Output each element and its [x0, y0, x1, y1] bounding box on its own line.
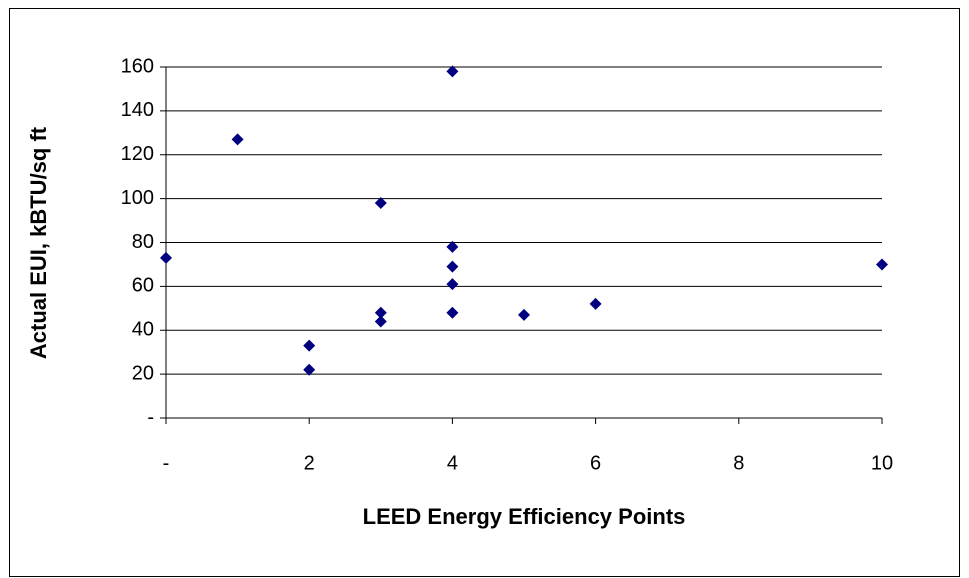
- point: [374, 197, 387, 210]
- x-tick-label: -: [163, 452, 170, 474]
- point: [374, 315, 387, 328]
- y-tick-label: 140: [121, 99, 154, 121]
- y-tick-label: 80: [132, 231, 154, 253]
- x-tick-label: 10: [871, 452, 893, 474]
- chart-frame: [9, 8, 960, 577]
- point: [374, 306, 387, 319]
- x-axis-title: LEED Energy Efficiency Points: [363, 504, 686, 529]
- y-tick-label: 160: [121, 55, 154, 77]
- y-tick-label: 100: [121, 187, 154, 209]
- point: [303, 363, 316, 376]
- y-tick-label: 20: [132, 362, 154, 384]
- y-tick-label: 60: [132, 275, 154, 297]
- y-tick-label: -: [147, 406, 154, 428]
- point: [518, 308, 530, 321]
- point: [446, 65, 459, 78]
- point: [231, 133, 244, 146]
- point: [446, 306, 459, 319]
- y-axis-title: Actual EUI, kBTU/sq ft: [26, 126, 51, 359]
- y-tick-label: 120: [121, 143, 154, 165]
- point: [876, 258, 888, 271]
- point: [303, 339, 316, 352]
- x-tick-label: 2: [304, 452, 315, 474]
- point: [446, 240, 459, 253]
- point: [446, 278, 459, 291]
- point: [589, 297, 602, 310]
- x-tick-label: 4: [447, 452, 458, 474]
- point: [446, 260, 459, 273]
- x-tick-label: 6: [590, 452, 601, 474]
- x-tick-label: 8: [733, 452, 744, 474]
- y-tick-label: 40: [132, 319, 154, 341]
- point: [160, 251, 172, 264]
